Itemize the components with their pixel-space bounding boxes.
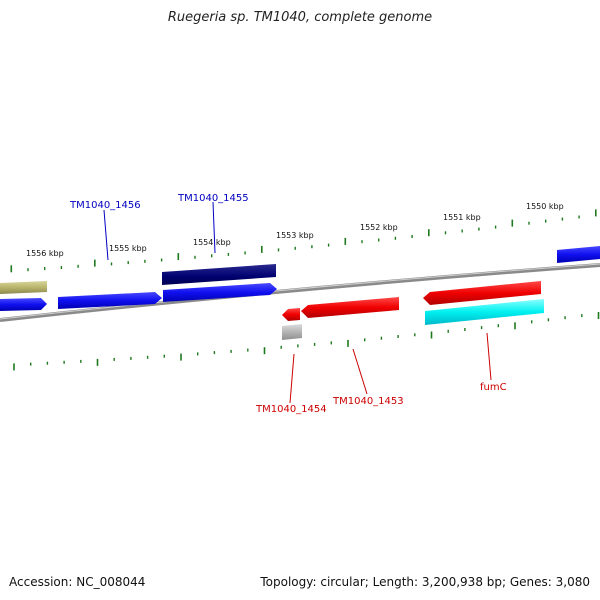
gene-blue-2[interactable]	[163, 283, 277, 302]
gene-navy-tm1040-1455[interactable]	[162, 264, 276, 285]
scale-ticks-lower	[13, 312, 600, 371]
inner-strand-genes	[0, 281, 541, 321]
scale-label-1553: 1553 kbp	[276, 231, 314, 240]
gene-cyan[interactable]	[425, 299, 544, 325]
scale-label-1554: 1554 kbp	[193, 238, 231, 247]
connector-tm1040-1453	[352, 348, 368, 395]
genome-summary-text: Topology: circular; Length: 3,200,938 bp…	[260, 575, 590, 589]
connector-tm1040-1454	[289, 353, 295, 404]
scale-label-1552: 1552 kbp	[360, 223, 398, 232]
gene-label-tm1040-1456[interactable]: TM1040_1456	[69, 200, 141, 211]
gene-blue-right-edge[interactable]	[557, 246, 600, 263]
connector-fumc	[486, 332, 492, 381]
gene-label-tm1040-1455[interactable]: TM1040_1455	[177, 193, 249, 204]
connector-tm1040-1455	[212, 201, 216, 254]
forward-strand-genes	[0, 246, 600, 294]
reverse-strand-genes	[282, 299, 544, 340]
gene-label-fumc[interactable]: fumC	[480, 382, 507, 393]
gene-label-tm1040-1453[interactable]: TM1040_1453	[332, 396, 404, 407]
genome-backbone-highlight	[0, 263, 600, 320]
connector-tm1040-1456	[103, 209, 109, 261]
gene-labels: TM1040_1456 TM1040_1455 TM1040_1454 TM10…	[69, 193, 507, 415]
scale-label-1555: 1555 kbp	[109, 244, 147, 253]
scale-label-1556: 1556 kbp	[26, 249, 64, 258]
scale-labels: 1556 kbp 1555 kbp 1554 kbp 1553 kbp 1552…	[26, 202, 564, 258]
map-title: Ruegeria sp. TM1040, complete genome	[167, 10, 433, 25]
gene-olive[interactable]	[0, 281, 47, 294]
gene-grey[interactable]	[282, 324, 302, 340]
scale-ticks-upper	[10, 209, 597, 273]
scale-label-1550: 1550 kbp	[526, 202, 564, 211]
genome-backbone	[0, 263, 600, 322]
gene-blue-tm1040-1456[interactable]	[58, 292, 162, 309]
gene-red-fumc[interactable]	[423, 281, 541, 305]
scale-label-1551: 1551 kbp	[443, 213, 481, 222]
gene-label-tm1040-1454[interactable]: TM1040_1454	[255, 404, 327, 415]
gene-red-tm1040-1454[interactable]	[282, 308, 300, 321]
accession-text: Accession: NC_008044	[9, 575, 146, 589]
label-connectors	[103, 201, 492, 404]
gene-blue-left[interactable]	[0, 298, 47, 311]
gene-red-tm1040-1453[interactable]	[301, 297, 399, 318]
